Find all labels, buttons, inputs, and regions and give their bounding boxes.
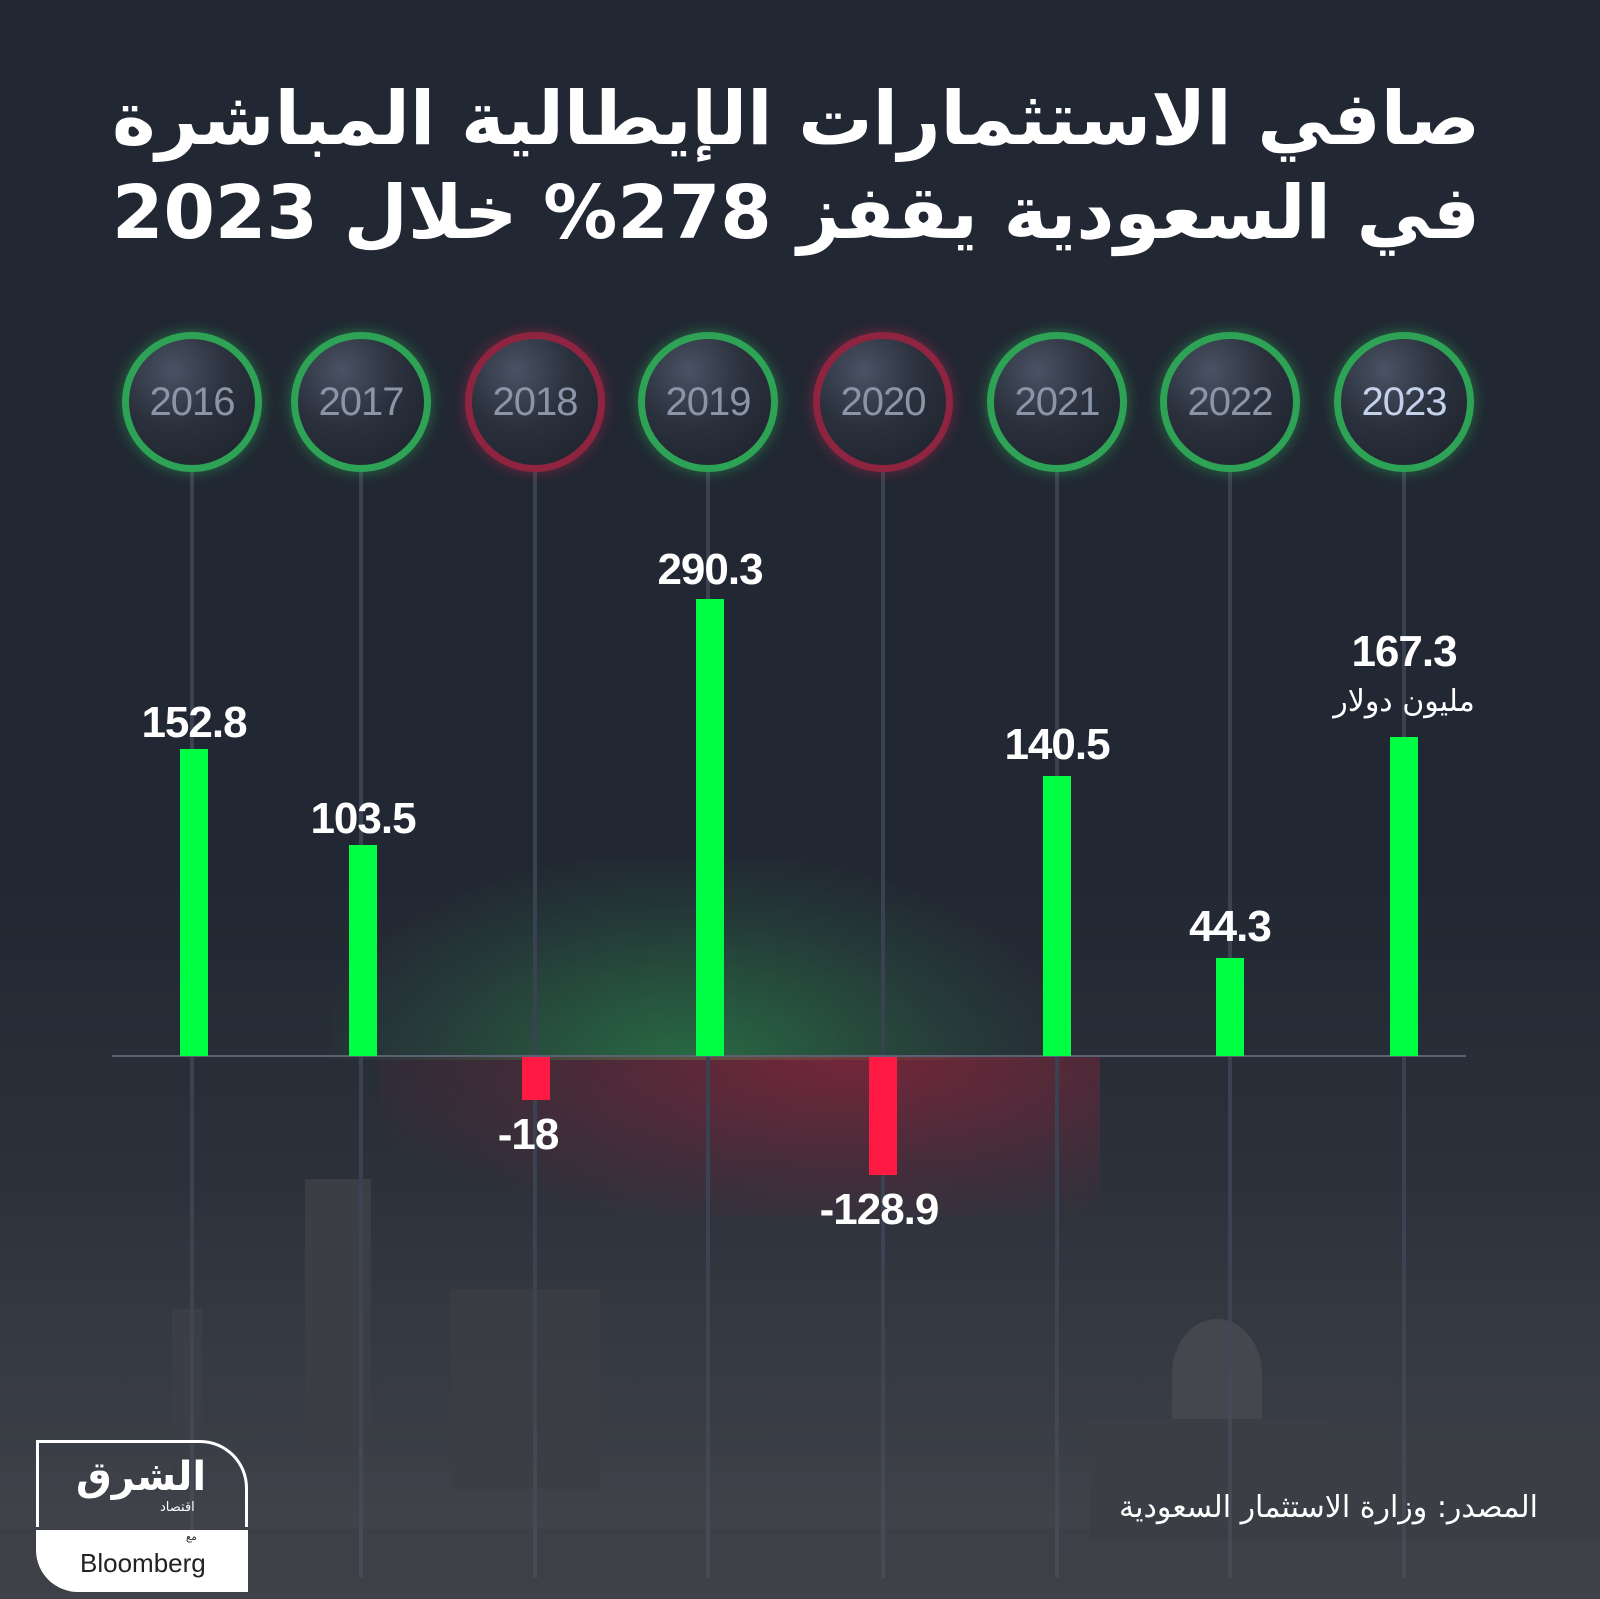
city-silhouette <box>0 1529 1600 1599</box>
value-label-2022: 44.3 <box>1189 902 1272 951</box>
year-badge: 2016 <box>122 332 262 472</box>
value-label-2019: 290.3 <box>657 545 763 594</box>
year-column-2018: 2018 <box>465 332 605 1592</box>
value-label-2016: 152.8 <box>141 698 247 747</box>
year-badge: 2022 <box>1160 332 1300 472</box>
green-glow <box>330 860 1050 1060</box>
bar-2018 <box>522 1057 550 1100</box>
year-badge: 2018 <box>465 332 605 472</box>
year-column-2020: 2020 <box>813 332 953 1592</box>
logo-name: الشرق <box>76 1454 207 1500</box>
value-label-2021: 140.5 <box>1004 720 1110 769</box>
bar-2017 <box>349 845 377 1056</box>
value-label-2020: -128.9 <box>819 1185 940 1234</box>
unit-label: مليون دولار <box>1333 684 1475 719</box>
value-label-2023: 167.3 <box>1351 627 1457 676</box>
bar-2023 <box>1390 737 1418 1056</box>
source-note: المصدر: وزارة الاستثمار السعودية <box>1119 1490 1538 1525</box>
logo-frame <box>36 1440 248 1527</box>
value-label-2017: 103.5 <box>310 794 416 843</box>
bar-2021 <box>1043 776 1071 1056</box>
year-badge: 2020 <box>813 332 953 472</box>
year-badge: 2019 <box>638 332 778 472</box>
asharq-bloomberg-logo: الشرق اقتصاد مع Bloomberg <box>36 1440 250 1592</box>
title-line-2: في السعودية يقفز 278% خلال 2023 <box>111 170 1481 256</box>
logo-partner-band <box>36 1530 248 1592</box>
year-badge: 2023 <box>1334 332 1474 472</box>
bar-2022 <box>1216 958 1244 1056</box>
red-glow <box>380 1057 1100 1217</box>
building-silhouette <box>450 1289 600 1489</box>
logo-with-text: مع <box>186 1532 197 1543</box>
bar-2019 <box>696 599 724 1056</box>
building-silhouette <box>172 1309 202 1479</box>
value-label-2018: -18 <box>497 1110 560 1159</box>
zero-baseline <box>112 1055 1466 1057</box>
bar-2020 <box>869 1057 897 1175</box>
dome-silhouette <box>1172 1319 1262 1429</box>
basilica-silhouette <box>1090 1419 1330 1539</box>
title-line-1: صافي الاستثمارات الإيطالية المباشرة <box>112 76 1481 162</box>
year-badge: 2017 <box>291 332 431 472</box>
chart-title: صافي الاستثمارات الإيطالية المباشرة في ا… <box>80 72 1481 260</box>
logo-partner-name: Bloomberg <box>80 1548 206 1578</box>
guide-line <box>881 468 885 1578</box>
bar-2016 <box>180 749 208 1056</box>
year-column-2021: 2021 <box>987 332 1127 1592</box>
year-badge: 2021 <box>987 332 1127 472</box>
building-silhouette <box>1330 1439 1600 1539</box>
guide-line <box>533 468 537 1578</box>
logo-subtitle: اقتصاد <box>160 1500 195 1515</box>
